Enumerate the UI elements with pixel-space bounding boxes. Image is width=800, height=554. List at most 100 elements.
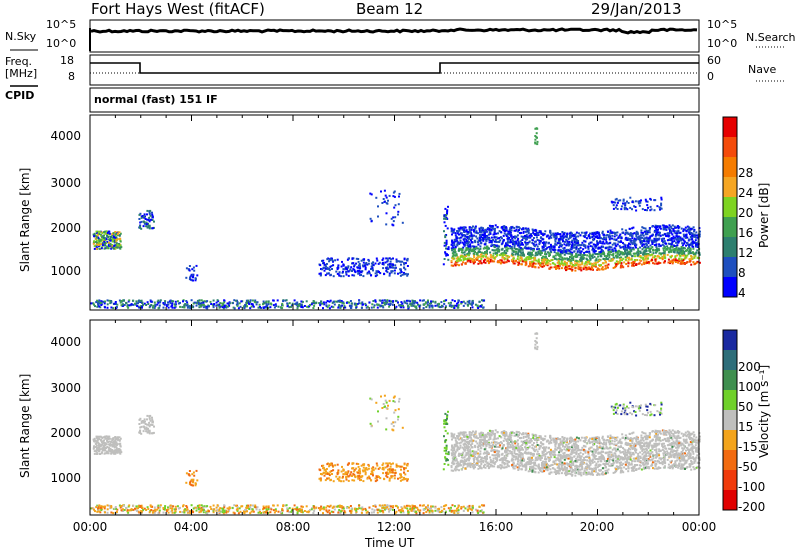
power-echo-point	[582, 266, 585, 269]
power-echo-point	[652, 248, 654, 251]
power-echo-point	[608, 259, 611, 262]
power-echo-point	[664, 256, 667, 259]
power-echo-point	[463, 234, 466, 237]
power-echo-point	[462, 261, 465, 264]
velocity-echo-point	[674, 437, 677, 440]
power-echo-point	[669, 248, 672, 250]
power-echo-point	[401, 302, 404, 305]
power-echo-point	[567, 244, 570, 247]
power-echo-point	[538, 248, 540, 250]
power-echo-point	[394, 307, 397, 310]
power-echo-point	[387, 263, 389, 266]
power-echo-point	[575, 254, 578, 257]
power-echo-point	[466, 236, 469, 238]
power-echo-point	[552, 234, 555, 237]
power-echo-point	[483, 261, 485, 264]
power-echo-point	[631, 262, 634, 265]
velocity-echo-point	[584, 471, 587, 474]
power-echo-point	[349, 268, 352, 271]
power-echo-point	[157, 307, 160, 310]
power-echo-point	[447, 246, 450, 249]
power-echo-point	[397, 272, 399, 275]
power-echo-point	[311, 302, 314, 305]
power-echo-point	[221, 302, 224, 305]
power-echo-point	[674, 237, 677, 240]
power-echo-point	[350, 302, 353, 305]
power-echo-point	[472, 248, 475, 251]
power-echo-point	[571, 232, 574, 235]
power-echo-point	[527, 247, 530, 250]
power-echo-point	[445, 299, 448, 302]
power-echo-point	[518, 248, 521, 251]
power-echo-point	[566, 243, 569, 246]
power-echo-point	[148, 226, 151, 229]
power-echo-point	[676, 254, 679, 257]
power-echo-point	[558, 240, 561, 243]
power-echo-point	[586, 254, 589, 257]
power-echo-point	[579, 263, 582, 266]
power-echo-point	[563, 267, 566, 270]
power-echo-point	[627, 262, 630, 265]
velocity-echo-point	[621, 469, 624, 472]
power-echo-point	[652, 262, 654, 265]
power-echo-point	[516, 226, 519, 229]
power-echo-point	[370, 220, 373, 223]
power-echo-point	[169, 302, 172, 305]
power-echo-point	[98, 302, 101, 305]
power-echo-point	[381, 299, 384, 302]
power-echo-point	[468, 299, 471, 302]
power-echo-point	[119, 247, 122, 250]
power-echo-point	[534, 257, 536, 260]
power-echo-point	[580, 263, 583, 266]
power-echo-point	[543, 265, 546, 268]
power-echo-point	[376, 259, 379, 262]
power-echo-point	[629, 253, 632, 256]
power-echo-point	[236, 301, 239, 304]
power-echo-point	[570, 257, 573, 260]
velocity-echo-point	[548, 451, 551, 453]
velocity-echo-point	[664, 461, 667, 464]
power-echo-point	[101, 244, 104, 247]
velocity-echo-point	[587, 471, 590, 474]
power-echo-point	[684, 263, 686, 265]
power-echo-point	[402, 306, 405, 309]
power-echo-point	[143, 222, 146, 225]
power-echo-point	[393, 206, 396, 209]
power-echo-point	[460, 232, 463, 235]
power-echo-point	[330, 258, 333, 261]
power-echo-point	[104, 300, 106, 303]
power-echo-point	[541, 247, 544, 250]
velocity-echo-point	[655, 449, 657, 452]
power-echo-point	[530, 253, 533, 256]
power-echo-point	[475, 231, 478, 234]
velocity-echo-point	[622, 450, 625, 453]
power-echo-point	[541, 257, 544, 259]
power-echo-point	[646, 200, 649, 203]
power-echo-point	[95, 230, 98, 233]
power-echo-point	[100, 247, 103, 250]
power-echo-point	[596, 243, 599, 246]
power-echo-point	[422, 307, 425, 310]
power-echo-point	[657, 225, 660, 228]
power-echo-point	[617, 236, 620, 239]
power-echo-point	[577, 240, 580, 242]
power-echo-point	[113, 236, 115, 238]
power-echo-point	[380, 190, 382, 193]
velocity-echo-point	[636, 456, 639, 459]
power-echo-point	[607, 266, 609, 269]
power-echo-point	[342, 301, 345, 304]
power-echo-point	[511, 237, 514, 240]
power-echo-point	[356, 303, 359, 305]
power-echo-point	[519, 254, 522, 257]
power-echo-point	[484, 228, 487, 231]
power-echo-point	[679, 231, 682, 234]
velocity-echo-point	[668, 429, 671, 432]
power-echo-point	[517, 237, 520, 240]
power-echo-point	[622, 242, 624, 245]
power-echo-point	[348, 257, 350, 260]
power-echo-point	[667, 226, 670, 229]
velocity-echo-point	[688, 451, 691, 454]
power-echo-point	[577, 267, 580, 270]
radar-title: Fort Hays West (fitACF)	[91, 0, 265, 18]
power-echo-point	[684, 254, 687, 257]
